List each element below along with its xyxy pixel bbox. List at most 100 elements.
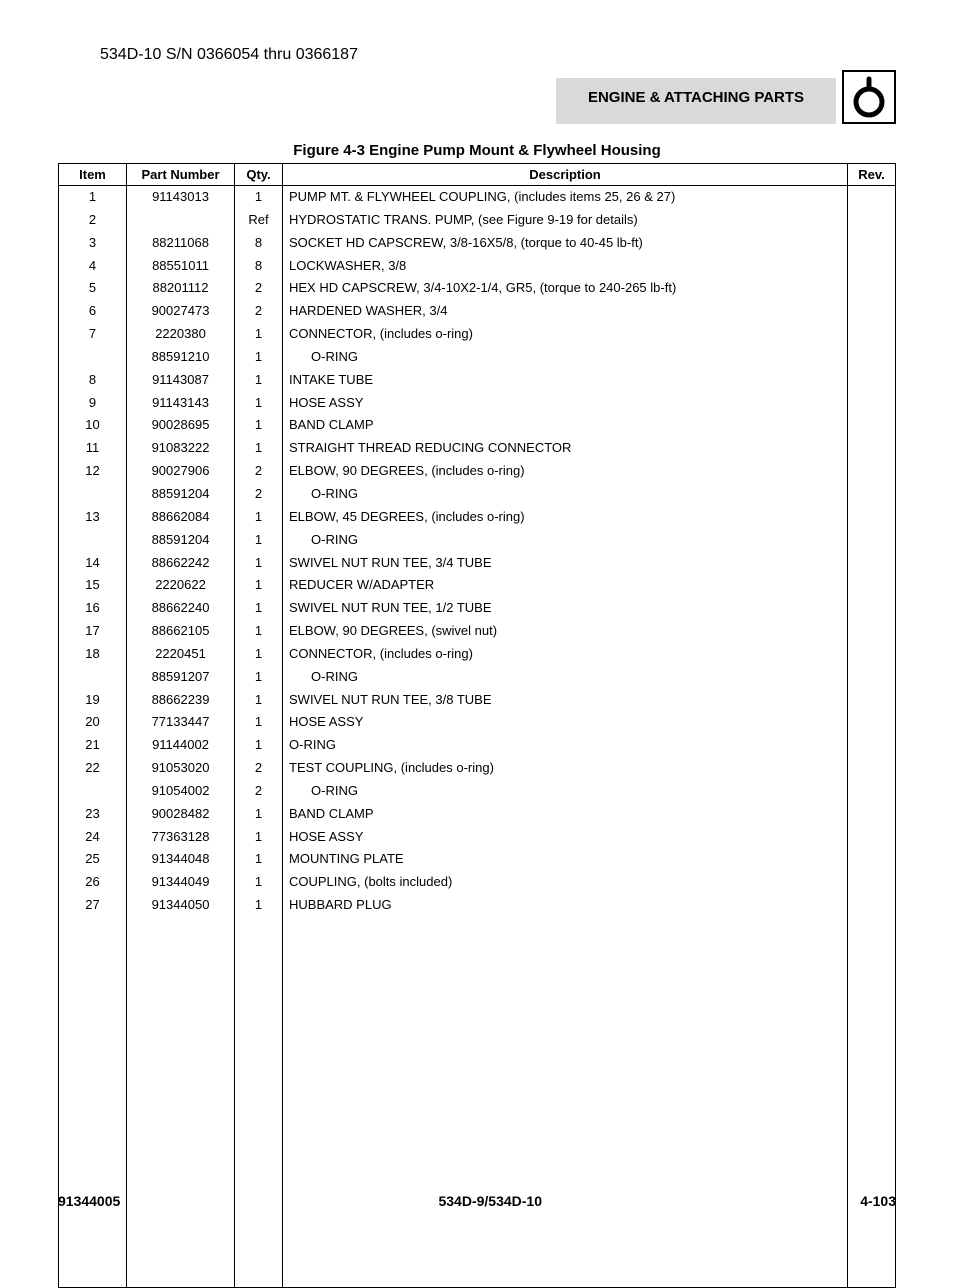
table-row: 25913440481MOUNTING PLATE <box>59 848 896 871</box>
table-header-row: Item Part Number Qty. Description Rev. <box>59 164 896 186</box>
col-header-part: Part Number <box>127 164 235 186</box>
page: 534D-10 S/N 0366054 thru 0366187 ENGINE … <box>0 0 954 1235</box>
cell-qty: 1 <box>235 666 283 689</box>
cell-part: 88662239 <box>127 689 235 712</box>
cell-part: 90028695 <box>127 414 235 437</box>
table-row: 5882011122HEX HD CAPSCREW, 3/4-10X2-1/4,… <box>59 277 896 300</box>
cell-qty: 1 <box>235 803 283 826</box>
cell-desc: ELBOW, 45 DEGREES, (includes o-ring) <box>283 506 848 529</box>
cell-rev <box>848 620 896 643</box>
cell-part: 91344050 <box>127 894 235 917</box>
col-header-rev: Rev. <box>848 164 896 186</box>
cell-desc: COUPLING, (bolts included) <box>283 871 848 894</box>
table-row: 20771334471HOSE ASSY <box>59 711 896 734</box>
cell-part: 88591210 <box>127 346 235 369</box>
cell-qty: 1 <box>235 826 283 849</box>
cell-desc: CONNECTOR, (includes o-ring) <box>283 323 848 346</box>
table-row: 6900274732HARDENED WASHER, 3/4 <box>59 300 896 323</box>
cell-rev <box>848 437 896 460</box>
cell-qty: 1 <box>235 734 283 757</box>
cell-rev <box>848 392 896 415</box>
table-row: 13886620841ELBOW, 45 DEGREES, (includes … <box>59 506 896 529</box>
cell-qty: 2 <box>235 277 283 300</box>
cell-part: 88662084 <box>127 506 235 529</box>
cell-item: 24 <box>59 826 127 849</box>
cell-part: 77363128 <box>127 826 235 849</box>
cell-rev <box>848 757 896 780</box>
cell-item <box>59 529 127 552</box>
cell-rev <box>848 277 896 300</box>
cell-desc: LOCKWASHER, 3/8 <box>283 255 848 278</box>
cell-part: 88591204 <box>127 483 235 506</box>
table-row: 22910530202TEST COUPLING, (includes o-ri… <box>59 757 896 780</box>
cell-qty: 8 <box>235 255 283 278</box>
footer-center: 534D-9/534D-10 <box>438 1193 542 1209</box>
cell-qty: 1 <box>235 369 283 392</box>
cell-desc: HEX HD CAPSCREW, 3/4-10X2-1/4, GR5, (tor… <box>283 277 848 300</box>
cell-item: 9 <box>59 392 127 415</box>
cell-rev <box>848 689 896 712</box>
cell-rev <box>848 232 896 255</box>
cell-rev <box>848 734 896 757</box>
cell-qty: 8 <box>235 232 283 255</box>
cell-item: 11 <box>59 437 127 460</box>
cell-part: 88662240 <box>127 597 235 620</box>
cell-desc: PUMP MT. & FLYWHEEL COUPLING, (includes … <box>283 186 848 209</box>
cell-desc: O-RING <box>283 483 848 506</box>
cell-rev <box>848 186 896 209</box>
cell-qty: 1 <box>235 529 283 552</box>
cell-qty: 1 <box>235 620 283 643</box>
cell-desc: O-RING <box>283 666 848 689</box>
cell-item: 7 <box>59 323 127 346</box>
cell-rev <box>848 483 896 506</box>
cell-desc: HUBBARD PLUG <box>283 894 848 917</box>
cell-rev <box>848 369 896 392</box>
parts-table: Item Part Number Qty. Description Rev. 1… <box>58 163 896 1288</box>
cell-desc: O-RING <box>283 734 848 757</box>
cell-desc: O-RING <box>283 780 848 803</box>
cell-qty: Ref <box>235 209 283 232</box>
cell-part <box>127 209 235 232</box>
cell-item: 25 <box>59 848 127 871</box>
cell-rev <box>848 597 896 620</box>
cell-part: 90028482 <box>127 803 235 826</box>
filler-cell <box>235 917 283 1287</box>
cell-qty: 1 <box>235 506 283 529</box>
cell-desc: SOCKET HD CAPSCREW, 3/8-16X5/8, (torque … <box>283 232 848 255</box>
cell-desc: HOSE ASSY <box>283 392 848 415</box>
cell-item: 6 <box>59 300 127 323</box>
cell-part: 88551011 <box>127 255 235 278</box>
cell-item: 20 <box>59 711 127 734</box>
table-row: 9911431431HOSE ASSY <box>59 392 896 415</box>
cell-desc: O-RING <box>283 346 848 369</box>
table-row: 1522206221REDUCER W/ADAPTER <box>59 574 896 597</box>
cell-desc: HOSE ASSY <box>283 711 848 734</box>
cell-item: 23 <box>59 803 127 826</box>
table-row: 910540022O-RING <box>59 780 896 803</box>
table-body: 1911430131PUMP MT. & FLYWHEEL COUPLING, … <box>59 186 896 1288</box>
cell-desc: SWIVEL NUT RUN TEE, 3/4 TUBE <box>283 552 848 575</box>
cell-qty: 1 <box>235 574 283 597</box>
cell-qty: 1 <box>235 597 283 620</box>
cell-item: 5 <box>59 277 127 300</box>
cell-qty: 1 <box>235 711 283 734</box>
cell-rev <box>848 346 896 369</box>
table-row: 12900279062ELBOW, 90 DEGREES, (includes … <box>59 460 896 483</box>
filler-cell <box>127 917 235 1287</box>
cell-rev <box>848 255 896 278</box>
cell-rev <box>848 552 896 575</box>
table-row: 885912101O-RING <box>59 346 896 369</box>
cell-item: 10 <box>59 414 127 437</box>
cell-desc: ELBOW, 90 DEGREES, (swivel nut) <box>283 620 848 643</box>
table-row: 8911430871INTAKE TUBE <box>59 369 896 392</box>
figure-title: Figure 4-3 Engine Pump Mount & Flywheel … <box>58 142 896 159</box>
section-header-row: ENGINE & ATTACHING PARTS <box>58 78 896 124</box>
cell-part: 91143087 <box>127 369 235 392</box>
cell-desc: REDUCER W/ADAPTER <box>283 574 848 597</box>
table-row: 26913440491COUPLING, (bolts included) <box>59 871 896 894</box>
table-row: 19886622391SWIVEL NUT RUN TEE, 3/8 TUBE <box>59 689 896 712</box>
table-row: 2RefHYDROSTATIC TRANS. PUMP, (see Figure… <box>59 209 896 232</box>
cell-item: 4 <box>59 255 127 278</box>
cell-rev <box>848 666 896 689</box>
cell-item: 1 <box>59 186 127 209</box>
